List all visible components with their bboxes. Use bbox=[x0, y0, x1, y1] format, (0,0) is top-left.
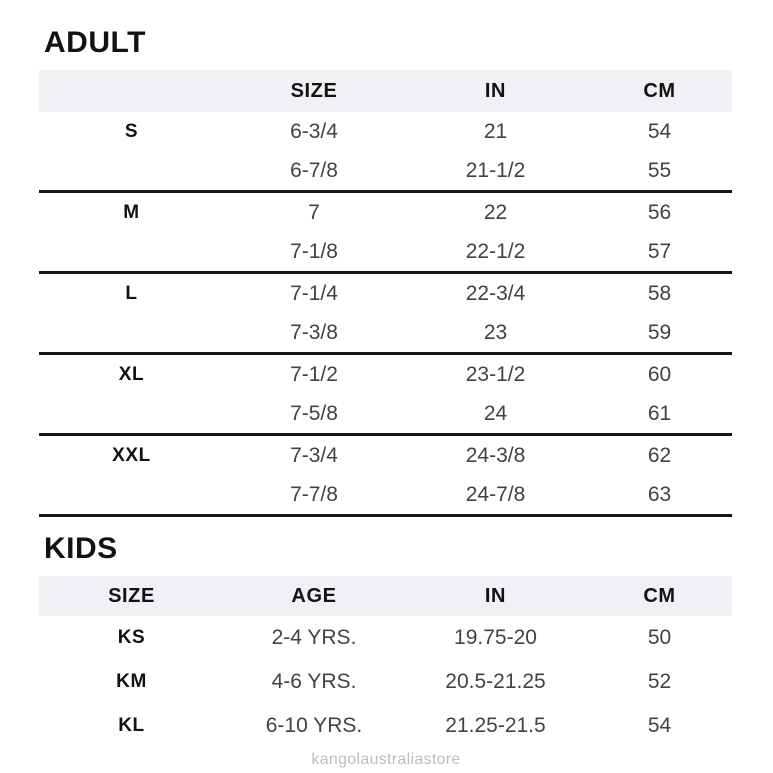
cell-cm: 56 bbox=[647, 200, 672, 224]
table-row: S 6-3/4 21 54 bbox=[39, 112, 732, 151]
cell-cm: 63 bbox=[587, 475, 732, 517]
table-row: KS 2-4 YRS. 19.75-20 50 bbox=[39, 616, 732, 660]
cell-cm: 54 bbox=[647, 714, 672, 737]
cell-in: 22 bbox=[483, 200, 508, 224]
cell-cm: 58 bbox=[647, 281, 672, 305]
cell-in: 24-3/8 bbox=[465, 443, 526, 467]
cell-in: 22-1/2 bbox=[404, 232, 587, 274]
cell-size-label: KS bbox=[117, 627, 146, 648]
table-row: KL 6-10 YRS. 21.25-21.5 54 bbox=[39, 704, 732, 748]
cell-in: 24 bbox=[404, 394, 587, 436]
cell-age: 6-10 YRS. bbox=[265, 714, 363, 737]
cell-in: 21 bbox=[483, 119, 508, 143]
cell-cm: 55 bbox=[587, 151, 732, 193]
kids-header-in: IN bbox=[404, 576, 587, 616]
cell-in: 21-1/2 bbox=[404, 151, 587, 193]
kids-table-header-row: SIZE AGE IN CM bbox=[39, 576, 732, 616]
watermark: kangolaustraliastore bbox=[311, 751, 461, 768]
table-row: 7-5/8 24 61 bbox=[39, 394, 732, 436]
cell-in: 22-3/4 bbox=[465, 281, 526, 305]
cell-age: 4-6 YRS. bbox=[271, 670, 357, 693]
kids-header-size: SIZE bbox=[39, 576, 224, 616]
adult-header-cm: CM bbox=[587, 70, 732, 112]
cell-in: 23-1/2 bbox=[465, 362, 526, 386]
cell-size: 6-7/8 bbox=[224, 151, 404, 193]
cell-size-label bbox=[39, 313, 224, 355]
cell-cm: 59 bbox=[587, 313, 732, 355]
table-row: L 7-1/4 22-3/4 58 bbox=[39, 273, 732, 314]
adult-header-blank bbox=[39, 70, 224, 112]
cell-size-label: M bbox=[123, 201, 140, 223]
cell-cm: 57 bbox=[587, 232, 732, 274]
cell-cm: 60 bbox=[647, 362, 672, 386]
adult-size-table: SIZE IN CM S 6-3/4 21 54 6-7/8 21-1/2 55 bbox=[39, 70, 732, 517]
adult-section-title: ADULT bbox=[44, 26, 146, 59]
cell-in: 20.5-21.25 bbox=[445, 670, 546, 693]
table-row: 7-7/8 24-7/8 63 bbox=[39, 475, 732, 517]
table-row: KM 4-6 YRS. 20.5-21.25 52 bbox=[39, 660, 732, 704]
table-row: XL 7-1/2 23-1/2 60 bbox=[39, 354, 732, 395]
adult-table-header-row: SIZE IN CM bbox=[39, 70, 732, 112]
kids-section-title: KIDS bbox=[44, 532, 118, 565]
cell-size: 7-3/4 bbox=[290, 443, 338, 467]
kids-header-cm: CM bbox=[587, 576, 732, 616]
cell-size-label bbox=[39, 394, 224, 436]
cell-size: 7-1/2 bbox=[290, 362, 338, 386]
cell-size-label bbox=[39, 475, 224, 517]
kids-size-table: SIZE AGE IN CM KS 2-4 YRS. 19.75-20 50 K… bbox=[39, 576, 732, 748]
cell-size-label bbox=[39, 151, 224, 193]
cell-size-label: XXL bbox=[112, 444, 151, 466]
cell-size: 6-3/4 bbox=[290, 119, 338, 143]
table-row: XXL 7-3/4 24-3/8 62 bbox=[39, 435, 732, 476]
kids-header-age: AGE bbox=[224, 576, 404, 616]
cell-size-label: KM bbox=[116, 671, 147, 692]
cell-in: 23 bbox=[404, 313, 587, 355]
table-row: 7-1/8 22-1/2 57 bbox=[39, 232, 732, 274]
cell-in: 19.75-20 bbox=[454, 626, 537, 649]
cell-size-label: L bbox=[125, 282, 138, 304]
cell-size: 7-5/8 bbox=[224, 394, 404, 436]
adult-header-size: SIZE bbox=[224, 70, 404, 112]
table-row: 6-7/8 21-1/2 55 bbox=[39, 151, 732, 193]
cell-cm: 61 bbox=[587, 394, 732, 436]
cell-cm: 52 bbox=[647, 670, 672, 693]
kids-section: KIDS SIZE AGE IN CM KS 2-4 YRS. 19.75-20… bbox=[39, 534, 733, 748]
table-row: 7-3/8 23 59 bbox=[39, 313, 732, 355]
cell-size-label: KL bbox=[118, 715, 145, 736]
adult-section: ADULT SIZE IN CM S 6-3/4 21 54 bbox=[39, 28, 733, 517]
table-row: M 7 22 56 bbox=[39, 192, 732, 233]
cell-cm: 54 bbox=[647, 119, 672, 143]
cell-size-label: XL bbox=[118, 363, 145, 385]
cell-age: 2-4 YRS. bbox=[271, 626, 357, 649]
cell-size-label: S bbox=[124, 120, 139, 142]
adult-header-in: IN bbox=[404, 70, 587, 112]
cell-size: 7-1/8 bbox=[224, 232, 404, 274]
cell-size-label bbox=[39, 232, 224, 274]
cell-size: 7-1/4 bbox=[290, 281, 338, 305]
cell-size: 7-3/8 bbox=[224, 313, 404, 355]
cell-cm: 50 bbox=[647, 626, 672, 649]
cell-in: 21.25-21.5 bbox=[445, 714, 546, 737]
cell-cm: 62 bbox=[647, 443, 672, 467]
cell-size: 7-7/8 bbox=[224, 475, 404, 517]
cell-size: 7 bbox=[308, 200, 320, 224]
cell-in: 24-7/8 bbox=[404, 475, 587, 517]
